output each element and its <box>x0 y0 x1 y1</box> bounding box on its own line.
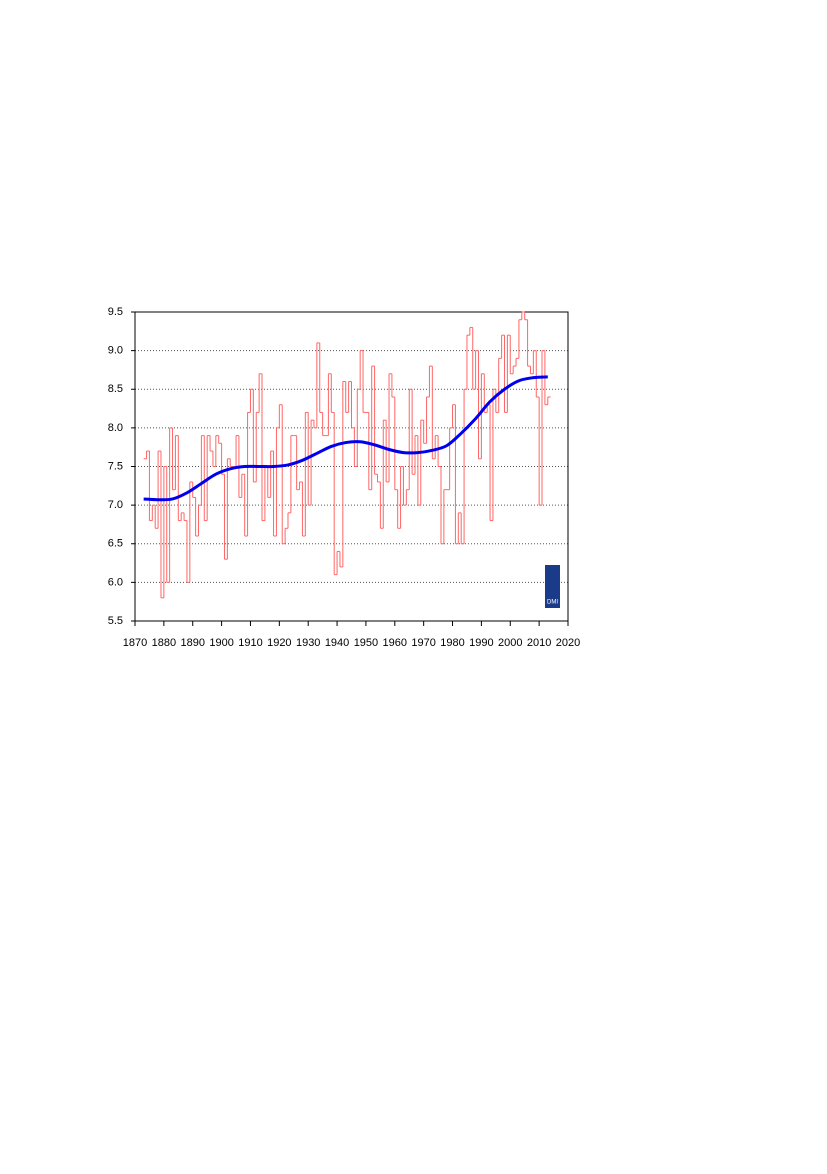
y-tick-label: 7.5 <box>108 460 123 472</box>
x-tick-label: 1970 <box>411 637 435 649</box>
x-tick-label: 1870 <box>123 637 147 649</box>
logo-box <box>545 565 560 608</box>
x-tick-label: 2020 <box>556 637 580 649</box>
x-tick-label: 1940 <box>325 637 349 649</box>
y-tick-label: 8.5 <box>108 383 123 395</box>
x-tick-label: 1910 <box>238 637 262 649</box>
smoothed-line <box>143 375 548 502</box>
y-tick-label: 6.0 <box>108 576 123 588</box>
y-tick-label: 9.0 <box>108 345 123 357</box>
y-tick-label: 8.0 <box>108 422 123 434</box>
logo-text: DMI <box>547 600 558 606</box>
x-tick-label: 1990 <box>469 637 493 649</box>
y-tick-label: 6.5 <box>108 538 123 550</box>
x-tick-label: 1900 <box>209 637 233 649</box>
x-tick-label: 2010 <box>527 637 551 649</box>
x-tick-label: 1950 <box>354 637 378 649</box>
x-tick-label: 1930 <box>296 637 320 649</box>
logo: DMI <box>545 565 560 608</box>
x-tick-label: 1960 <box>383 637 407 649</box>
x-tick-label: 2000 <box>498 637 522 649</box>
x-tick-label: 1920 <box>267 637 291 649</box>
plot-frame <box>134 311 569 622</box>
y-tick-label: 5.5 <box>108 615 123 627</box>
x-tick-label: 1890 <box>180 637 204 649</box>
y-tick-label: 9.5 <box>108 306 123 318</box>
x-tick-label: 1880 <box>152 637 176 649</box>
y-tick-label: 7.0 <box>108 499 123 511</box>
x-tick-label: 1980 <box>440 637 464 649</box>
